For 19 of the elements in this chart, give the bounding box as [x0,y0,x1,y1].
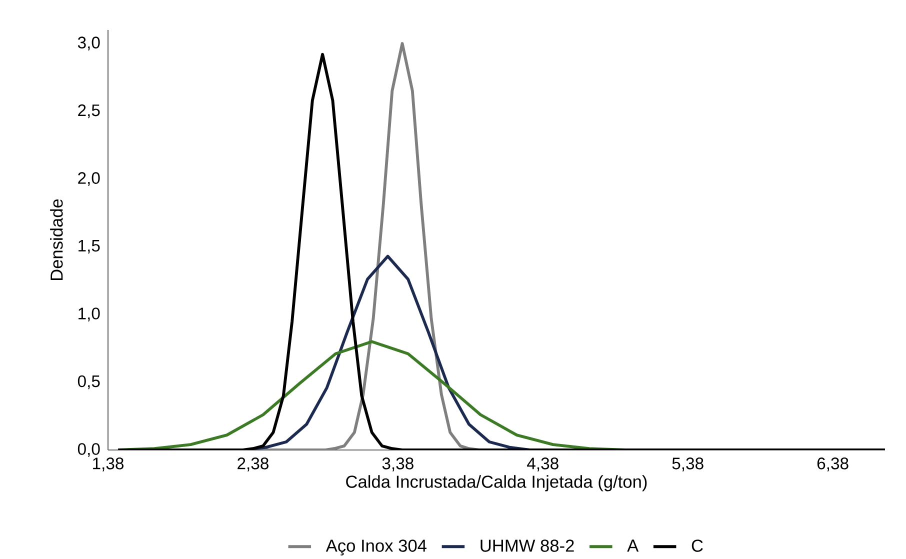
y-axis-title: Densidade [50,199,63,280]
y-tick-label: 1,5 [78,240,100,254]
x-axis-title: Calda Incrustada/Calda Injetada (g/ton) [346,475,647,492]
x-tick-label: 6,38 [817,458,848,472]
y-tick-label: 0,5 [78,375,100,390]
y-tick-label: 2,5 [78,104,100,118]
x-tick-label: 3,38 [382,458,414,472]
legend-label: A [627,540,639,552]
x-tick-label: 2,38 [238,458,268,472]
x-tick-label: 4,38 [527,458,558,472]
y-tick-label: 0,0 [78,443,100,457]
legend-label: C [692,540,703,552]
y-tick-label: 2,0 [78,172,100,186]
y-tick-label: 3,0 [78,36,100,50]
x-tick-label: 1,38 [93,458,124,472]
x-tick-label: 5,38 [672,458,704,472]
y-tick-label: 1,0 [78,308,100,322]
legend-label: Aço Inox 304 [326,540,426,556]
legend-label: UHMW 88-2 [480,540,574,552]
